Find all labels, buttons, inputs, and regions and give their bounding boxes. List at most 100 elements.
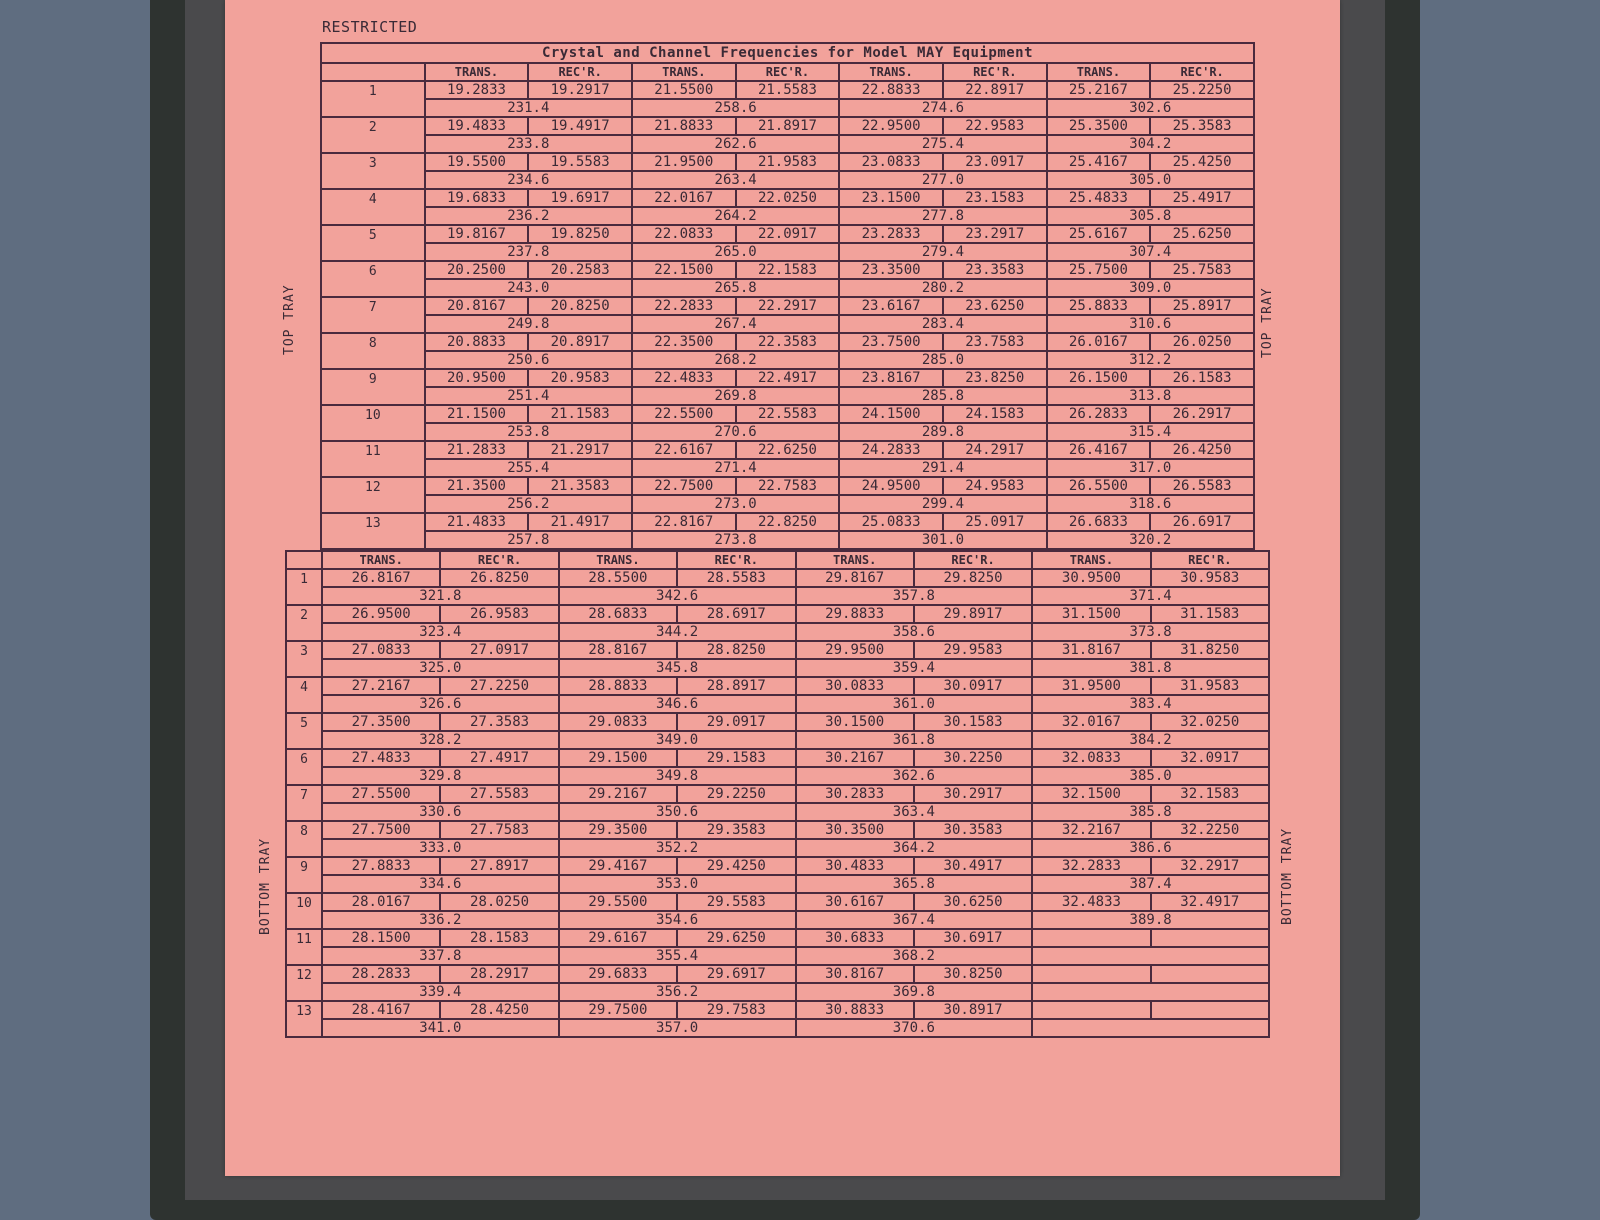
recr-frequency: 25.0917: [941, 512, 1048, 532]
recr-frequency: 30.2917: [912, 784, 1034, 804]
trans-frequency: 27.7500: [320, 820, 442, 840]
frequency-row: 8 20.8833 20.8917 22.3500 22.3583 23.7500 23.7…: [320, 332, 1255, 370]
recr-header: REC'R.: [941, 62, 1048, 82]
recr-frequency: 21.5583: [734, 80, 841, 100]
trans-frequency: 30.6167: [794, 892, 915, 912]
recr-frequency: 32.4917: [1149, 892, 1271, 912]
channel-row: 337.8 355.4 368.2: [286, 946, 1270, 966]
trans-frequency: 32.0833: [1031, 748, 1152, 768]
recr-frequency: 31.8250: [1149, 640, 1271, 660]
trans-frequency: 26.2833: [1045, 404, 1152, 424]
recr-frequency: 22.6250: [734, 440, 841, 460]
recr-frequency: 23.2917: [941, 224, 1048, 244]
channel-frequency: 307.4: [1045, 242, 1256, 262]
recr-frequency: 30.3583: [912, 820, 1034, 840]
recr-frequency: 22.9583: [941, 116, 1048, 136]
frequency-row: 9 20.9500 20.9583 22.4833 22.4917 23.8167 23.8…: [320, 368, 1255, 406]
trans-frequency: 23.7500: [838, 332, 944, 352]
trans-frequency: 31.8167: [1031, 640, 1152, 660]
recr-frequency: 22.2917: [734, 296, 841, 316]
recr-frequency: 23.8250: [941, 368, 1048, 388]
recr-header: REC'R.: [1149, 550, 1271, 570]
channel-frequency: 337.8: [321, 946, 560, 966]
recr-frequency: 32.0917: [1149, 748, 1271, 768]
channel-frequency: 253.8: [423, 422, 633, 442]
trans-frequency: 21.5500: [630, 80, 737, 100]
recr-frequency: 32.0250: [1149, 712, 1271, 732]
trans-frequency: 22.1500: [630, 260, 737, 280]
recr-frequency: [1149, 1000, 1271, 1020]
channel-frequency: [1031, 982, 1270, 1002]
trans-frequency: 29.5500: [557, 892, 679, 912]
row-number: 6: [320, 260, 426, 298]
channel-row: 233.8 262.6 275.4 304.2: [321, 134, 1256, 154]
trans-frequency: 28.8833: [557, 676, 679, 696]
trans-frequency: 27.3500: [320, 712, 442, 732]
recr-frequency: 29.2250: [676, 784, 797, 804]
channel-frequency: 368.2: [794, 946, 1034, 966]
channel-frequency: 289.8: [838, 422, 1048, 442]
row-number: 8: [320, 332, 426, 370]
trans-frequency: 31.1500: [1031, 604, 1152, 624]
recr-frequency: 19.6917: [527, 188, 633, 208]
recr-frequency: 29.4250: [676, 856, 797, 876]
channel-row: 329.8 349.8 362.6 385.0: [286, 766, 1270, 786]
recr-header: REC'R.: [734, 62, 841, 82]
trans-frequency: 28.8167: [557, 640, 679, 660]
trans-frequency: 30.6833: [794, 928, 915, 948]
trans-frequency: 23.1500: [838, 188, 944, 208]
row-number: 1: [285, 568, 323, 606]
recr-frequency: 26.5583: [1149, 476, 1255, 496]
channel-frequency: 361.0: [794, 694, 1034, 714]
recr-frequency: 22.4917: [734, 368, 841, 388]
trans-frequency: 29.2167: [557, 784, 679, 804]
recr-frequency: 23.3583: [941, 260, 1048, 280]
row-number: 9: [285, 856, 323, 894]
frequency-row: 13 21.4833 21.4917 22.8167 22.8250 25.0833 25.…: [320, 512, 1255, 550]
trans-frequency: 24.9500: [838, 476, 944, 496]
trans-frequency: 27.8833: [320, 856, 442, 876]
channel-frequency: 367.4: [794, 910, 1034, 930]
recr-frequency: 28.2917: [439, 964, 560, 984]
channel-row: 339.4 356.2 369.8: [286, 982, 1270, 1002]
recr-frequency: 32.2917: [1149, 856, 1271, 876]
channel-frequency: 385.0: [1031, 766, 1270, 786]
trans-frequency: 32.4833: [1031, 892, 1152, 912]
trans-frequency: 28.0167: [320, 892, 442, 912]
recr-frequency: [1149, 964, 1271, 984]
recr-frequency: [1149, 928, 1271, 948]
recr-frequency: 30.1583: [912, 712, 1034, 732]
channel-frequency: 250.6: [423, 350, 633, 370]
trans-frequency: 22.6167: [630, 440, 737, 460]
recr-frequency: 30.4917: [912, 856, 1034, 876]
channel-row: 257.8 273.8 301.0 320.2: [321, 530, 1256, 550]
recr-frequency: 30.8250: [912, 964, 1034, 984]
row-number: 10: [285, 892, 323, 930]
trans-frequency: 19.4833: [423, 116, 530, 136]
recr-frequency: 20.8917: [527, 332, 633, 352]
channel-frequency: 251.4: [423, 386, 633, 406]
channel-frequency: [1031, 946, 1270, 966]
frequency-row: 11 21.2833 21.2917 22.6167 22.6250 24.2833 24.…: [320, 440, 1255, 478]
recr-frequency: 23.1583: [941, 188, 1048, 208]
recr-frequency: 27.0917: [439, 640, 560, 660]
channel-row: 334.6 353.0 365.8 387.4: [286, 874, 1270, 894]
frequency-row: 1 26.8167 26.8250 28.5500 28.5583 29.8167 29.8…: [285, 568, 1271, 606]
trans-frequency: 22.0167: [630, 188, 737, 208]
channel-frequency: 341.0: [321, 1018, 560, 1038]
row-number: 4: [285, 676, 323, 714]
channel-frequency: 321.8: [321, 586, 560, 606]
recr-frequency: 26.2917: [1149, 404, 1255, 424]
recr-frequency: 20.2583: [527, 260, 633, 280]
recr-frequency: 27.2250: [439, 676, 560, 696]
trans-frequency: 21.4833: [423, 512, 530, 532]
top-tray-table: Crystal and Channel Frequencies for Mode…: [320, 42, 1256, 550]
channel-frequency: 285.0: [838, 350, 1048, 370]
row-number-header: [320, 62, 426, 82]
frequency-row: 6 20.2500 20.2583 22.1500 22.1583 23.3500 23.3…: [320, 260, 1255, 298]
frequency-tables: Crystal and Channel Frequencies for Mode…: [0, 42, 1600, 1038]
channel-frequency: 349.8: [557, 766, 797, 786]
recr-frequency: 28.8250: [676, 640, 797, 660]
channel-frequency: 339.4: [321, 982, 560, 1002]
recr-frequency: 27.4917: [439, 748, 560, 768]
